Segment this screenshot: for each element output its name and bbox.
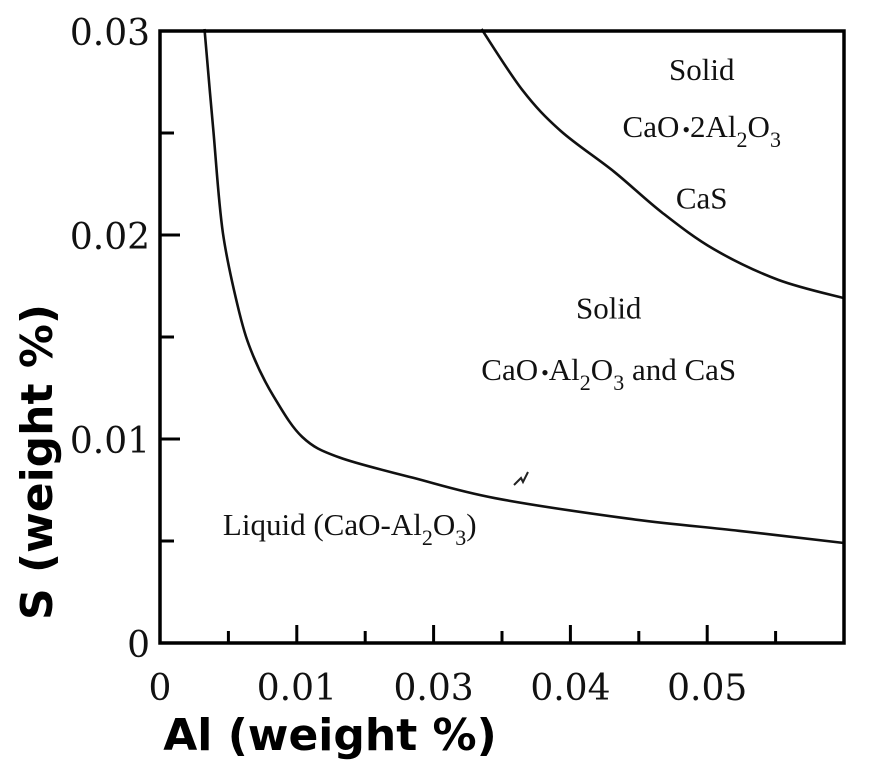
x-axis-title: Al (weight %) — [163, 710, 497, 761]
y-tick-label: 0 — [127, 625, 150, 666]
y-tick-label: 0.03 — [70, 13, 150, 54]
label-segment: Al — [549, 352, 580, 387]
label-segment: 2 — [737, 127, 748, 152]
label-segment: O — [591, 352, 613, 387]
tick-labels-layer: 0 0.01 0.03 0.04 0.05 0 0.01 0.02 0.03 — [70, 13, 747, 709]
region-bottom-line-1: Liquid (CaO-Al2O3) — [223, 507, 477, 550]
curves-layer — [203, 28, 845, 545]
label-segment: Solid — [669, 52, 735, 87]
label-segment: 2Al — [690, 109, 737, 144]
label-segment: and CaS — [624, 352, 736, 387]
label-segment: CaO — [623, 109, 680, 144]
plot-frame — [158, 29, 846, 645]
x-tick-label: 0 — [149, 668, 172, 709]
region-top-line-1: Solid — [669, 52, 735, 87]
x-tick-label: 0.04 — [530, 668, 610, 709]
label-segment: O — [748, 109, 770, 144]
y-axis-title: S (weight %) — [12, 304, 63, 620]
region-middle-line-1: Solid — [576, 291, 642, 326]
x-tick-label: 0.05 — [667, 668, 747, 709]
phase-boundary-1 — [203, 28, 845, 545]
y-tick-label: 0.01 — [70, 421, 150, 462]
region-top-line-2: CaO •2Al2O3 — [623, 109, 781, 152]
region-middle-line-2: CaO •Al2O3 and CaS — [481, 352, 736, 395]
label-segment: CaS — [676, 180, 728, 215]
y-tick-label: 0.02 — [70, 217, 150, 258]
x-tick-label: 0.03 — [394, 668, 474, 709]
label-segment: • — [682, 117, 690, 142]
label-segment: 2 — [580, 370, 591, 395]
label-segment: O — [433, 507, 455, 542]
label-segment: Solid — [576, 291, 642, 326]
region-top-line-3: CaS — [676, 180, 728, 215]
label-segment: 2 — [422, 525, 433, 550]
phase-boundary-2 — [480, 28, 845, 300]
label-segment: 3 — [455, 525, 466, 550]
label-segment: ) — [466, 507, 476, 542]
label-segment: Liquid (CaO-Al — [223, 507, 422, 542]
label-segment: 3 — [613, 370, 624, 395]
label-segment: CaO — [481, 352, 538, 387]
scan-mark — [513, 471, 529, 486]
x-tick-label: 0.01 — [257, 668, 337, 709]
label-segment: • — [541, 360, 549, 385]
label-segment: 3 — [770, 127, 781, 152]
